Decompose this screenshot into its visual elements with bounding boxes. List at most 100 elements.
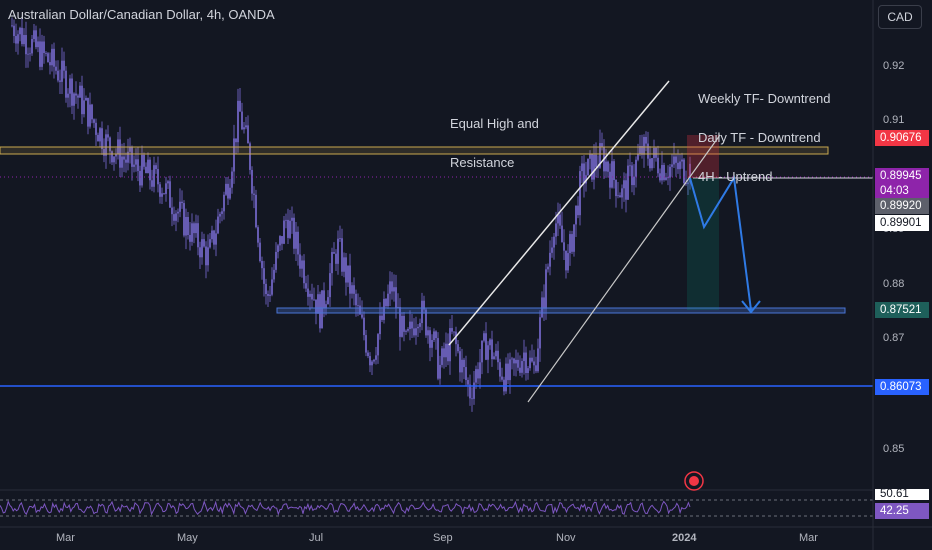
- y-axis: 0.92 0.91 0.89 0.88 0.87 0.85: [883, 60, 904, 455]
- candle-body: [131, 146, 133, 167]
- candle-body: [511, 358, 513, 360]
- timeframe-annotation[interactable]: Weekly TF- Downtrend Daily TF - Downtren…: [698, 66, 830, 196]
- candle-body: [401, 315, 403, 337]
- candle-body: [541, 297, 543, 318]
- y-tick-label: 0.85: [883, 443, 904, 455]
- candle-body: [197, 223, 199, 248]
- candle-body: [329, 273, 331, 298]
- candle-body: [251, 169, 253, 194]
- candle-body: [649, 158, 651, 169]
- candle-body: [157, 169, 159, 185]
- candle-body: [567, 253, 569, 271]
- candle-body: [357, 305, 359, 307]
- price-tag-top: 0.90676: [875, 130, 929, 146]
- candle-body: [287, 219, 289, 238]
- candle-body: [353, 285, 355, 294]
- candle-body: [67, 93, 69, 98]
- candle-body: [95, 122, 97, 135]
- equal-high-annotation[interactable]: Equal High and Resistance: [450, 91, 539, 182]
- candle-body: [327, 297, 329, 305]
- stop-loss-zone[interactable]: [687, 135, 719, 178]
- candle-body: [101, 128, 103, 150]
- candle-body: [563, 242, 565, 251]
- candle-body: [665, 177, 667, 180]
- candle-body: [225, 183, 227, 195]
- candle-body: [455, 331, 457, 345]
- candle-body: [107, 134, 109, 138]
- candle-body: [89, 104, 91, 127]
- candle-body: [307, 288, 309, 297]
- candle-body: [13, 25, 15, 37]
- candle-body: [607, 161, 609, 172]
- candle-body: [415, 328, 417, 336]
- candle-body: [647, 143, 649, 159]
- candle-body: [481, 340, 483, 363]
- candle-body: [577, 205, 579, 216]
- candle-body: [135, 159, 137, 165]
- candle-body: [297, 231, 299, 255]
- currency-selector[interactable]: CAD: [878, 5, 922, 29]
- candle-body: [459, 351, 461, 373]
- candle-body: [655, 148, 657, 158]
- candle-body: [93, 119, 95, 123]
- candle-body: [87, 97, 89, 127]
- candle-body: [127, 151, 129, 163]
- candle-body: [289, 220, 291, 238]
- channel-lower-line[interactable]: [527, 134, 721, 403]
- candle-body: [29, 53, 31, 55]
- candle-body: [669, 166, 671, 178]
- rsi-pane: [0, 489, 873, 517]
- support-zone[interactable]: [276, 307, 846, 314]
- candle-body: [579, 171, 581, 216]
- channel-upper-line[interactable]: [448, 80, 670, 346]
- candle-body: [75, 93, 77, 96]
- candle-body: [129, 146, 131, 152]
- candle-body: [255, 194, 257, 228]
- candle-body: [495, 350, 497, 357]
- candle-body: [359, 305, 361, 315]
- candle-body: [465, 367, 467, 381]
- candle-body: [611, 161, 613, 188]
- candle-body: [123, 156, 125, 160]
- candle-body: [105, 134, 107, 156]
- y-tick-label: 0.88: [883, 278, 904, 290]
- candle-body: [53, 48, 55, 67]
- candle-body: [689, 163, 691, 183]
- x-axis: Mar May Jul Sep Nov 2024 Mar: [56, 532, 818, 544]
- candle-body: [651, 158, 653, 169]
- take-profit-zone[interactable]: [687, 178, 719, 310]
- event-flag[interactable]: [684, 471, 704, 491]
- price-tag-target: 0.87521: [875, 302, 929, 318]
- rsi-line: [0, 500, 691, 516]
- candle-body: [469, 384, 471, 399]
- candle-body: [635, 159, 637, 177]
- candle-body: [657, 157, 659, 174]
- candle-body: [645, 137, 647, 144]
- candle-body: [183, 203, 185, 236]
- candle-body: [433, 331, 435, 340]
- candle-body: [219, 213, 221, 217]
- candle-body: [231, 171, 233, 188]
- candle-body: [565, 250, 567, 271]
- candle-body: [537, 348, 539, 372]
- candle-body: [269, 294, 271, 296]
- projection-path[interactable]: [689, 175, 752, 311]
- x-tick-label: Mar: [56, 532, 75, 544]
- event-flag-dot: [689, 476, 699, 486]
- candle-body: [217, 216, 219, 234]
- candle-body: [653, 148, 655, 159]
- resistance-zone[interactable]: [0, 146, 829, 155]
- candle-body: [189, 235, 191, 242]
- x-tick-label: Mar: [799, 532, 818, 544]
- candle-body: [235, 138, 237, 143]
- candle-body: [303, 260, 305, 284]
- candle-body: [167, 181, 169, 184]
- candle-body: [37, 41, 39, 48]
- timeframe-line-2: Daily TF - Downtrend: [698, 130, 821, 145]
- candle-body: [629, 165, 631, 167]
- candle-body: [363, 317, 365, 336]
- candle-body: [97, 134, 99, 142]
- candle-body: [601, 143, 603, 148]
- timeframe-line-3: 4H - Uptrend: [698, 169, 773, 184]
- candle-body: [383, 298, 385, 320]
